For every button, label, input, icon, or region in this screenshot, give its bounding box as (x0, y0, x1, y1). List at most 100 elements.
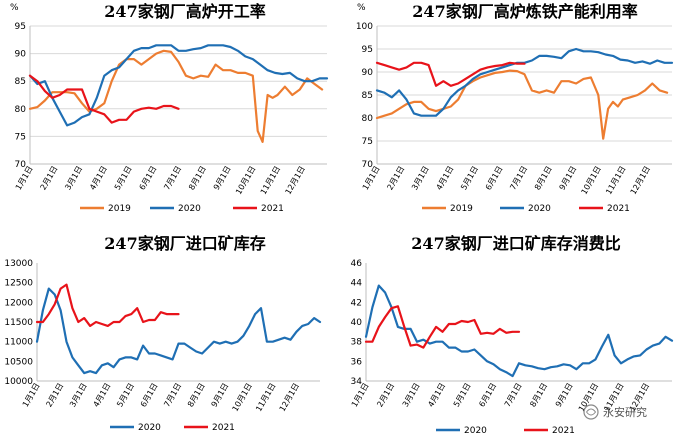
x-tick-label: 5月1日 (113, 165, 134, 192)
x-tick-label: 3月1日 (410, 165, 431, 192)
legend-label-2021: 2021 (212, 423, 235, 433)
y-tick-label: 70 (362, 160, 374, 170)
x-tick-label: 11月1日 (604, 165, 627, 197)
x-tick-label: 6月1日 (477, 382, 498, 409)
y-tick-label: 85 (15, 77, 26, 87)
watermark: 永安研究 (583, 404, 647, 420)
y-tick-label: 11500 (4, 318, 33, 328)
x-tick-label: 4月1日 (88, 165, 109, 192)
x-tick-label: 3月1日 (68, 382, 89, 409)
series-line-2020 (364, 284, 674, 378)
unit-label: % (10, 3, 19, 13)
x-tick-label: 10月1日 (231, 382, 254, 414)
legend-label-2021: 2021 (552, 426, 575, 436)
x-tick-label: 7月1日 (503, 382, 524, 409)
chart-title: 247家钢厂高炉开工率 (104, 2, 265, 21)
y-tick-label: 40 (351, 318, 363, 328)
x-tick-label: 12月1日 (278, 382, 301, 414)
y-tick-label: 10000 (4, 377, 33, 387)
x-tick-label: 6月1日 (138, 165, 159, 192)
series-line-2020 (28, 44, 329, 127)
x-tick-label: 10月1日 (580, 165, 603, 197)
x-tick-label: 2月1日 (44, 382, 65, 409)
x-tick-label: 5月1日 (115, 382, 136, 409)
x-tick-label: 9月1日 (554, 382, 575, 409)
x-tick-label: 4月1日 (426, 382, 447, 409)
y-tick-label: 42 (351, 298, 362, 308)
y-tick-label: 38 (351, 338, 363, 348)
x-tick-label: 2月1日 (385, 165, 406, 192)
x-tick-label: 8月1日 (187, 165, 208, 192)
y-tick-label: 34 (351, 377, 363, 387)
x-tick-label: 7月1日 (162, 165, 183, 192)
x-tick-label: 11月1日 (254, 382, 277, 414)
series-line-2020 (375, 47, 674, 117)
x-tick-label: 4月1日 (92, 382, 113, 409)
y-tick-label: 100 (356, 22, 373, 32)
legend-label-2020: 2020 (138, 423, 161, 433)
unit-label: % (357, 3, 366, 13)
x-tick-label: 7月1日 (508, 165, 529, 192)
legend-label-2020: 2020 (464, 426, 487, 436)
legend-label-2020: 2020 (528, 204, 551, 214)
series-line-2021 (364, 305, 521, 349)
x-tick-label: 10月1日 (234, 165, 257, 197)
x-tick-label: 6月1日 (139, 382, 160, 409)
y-tick-label: 13000 (4, 259, 33, 269)
chart-title: 247家钢厂高炉炼铁产能利用率 (412, 2, 637, 21)
y-tick-label: 10500 (4, 357, 33, 367)
y-tick-label: 75 (15, 132, 26, 142)
x-tick-label: 8月1日 (186, 382, 207, 409)
y-tick-label: 46 (351, 259, 363, 269)
series-line-2021 (28, 74, 180, 124)
series-line-2021 (375, 61, 526, 87)
x-tick-label: 12月1日 (629, 165, 652, 197)
y-tick-label: 36 (351, 357, 363, 367)
x-tick-label: 9月1日 (212, 165, 233, 192)
x-tick-label: 2月1日 (39, 165, 60, 192)
legend-label-2020: 2020 (178, 204, 201, 214)
x-tick-label: 6月1日 (484, 164, 505, 191)
panel-imported-ore-inventory: 247家钢厂进口矿库存 10000 10500 11000 11500 12000 125… (4, 234, 322, 433)
x-tick-label: 7月1日 (162, 382, 183, 409)
y-tick-label: 85 (362, 91, 373, 101)
x-tick-label: 12月1日 (284, 165, 307, 197)
legend-label-2021: 2021 (261, 204, 284, 214)
x-tick-label: 8月1日 (528, 382, 549, 409)
x-tick-label: 3月1日 (63, 165, 84, 192)
chart-title: 247家钢厂进口矿库存 (104, 234, 265, 253)
x-tick-label: 5月1日 (459, 165, 480, 192)
y-tick-label: 70 (15, 160, 27, 170)
chart-title: 247家钢厂进口矿库存消费比 (411, 234, 620, 253)
y-tick-label: 90 (362, 68, 374, 78)
y-tick-label: 90 (15, 50, 27, 60)
series-line-2019 (375, 69, 669, 140)
legend-label-2019: 2019 (108, 204, 131, 214)
legend-label-2019: 2019 (450, 204, 473, 214)
y-tick-label: 44 (351, 279, 363, 289)
y-tick-label: 80 (362, 114, 374, 124)
x-tick-label: 9月1日 (210, 382, 231, 409)
series-line-2019 (28, 49, 324, 143)
watermark-logo-icon (583, 404, 599, 420)
series-line-2020 (35, 287, 322, 375)
y-tick-label: 95 (362, 45, 373, 55)
y-tick-label: 75 (362, 137, 373, 147)
x-tick-label: 8月1日 (533, 165, 554, 192)
series-line-2021 (35, 283, 180, 327)
y-tick-label: 12500 (4, 279, 33, 289)
x-tick-label: 2月1日 (375, 382, 396, 409)
watermark-text: 永安研究 (603, 405, 647, 419)
watermark-logo-mark (586, 408, 597, 416)
legend-label-2021: 2021 (607, 204, 630, 214)
x-tick-label: 3月1日 (401, 382, 422, 409)
x-tick-label: 11月1日 (259, 165, 282, 197)
y-tick-label: 11000 (4, 338, 33, 348)
y-tick-label: 95 (15, 22, 26, 32)
